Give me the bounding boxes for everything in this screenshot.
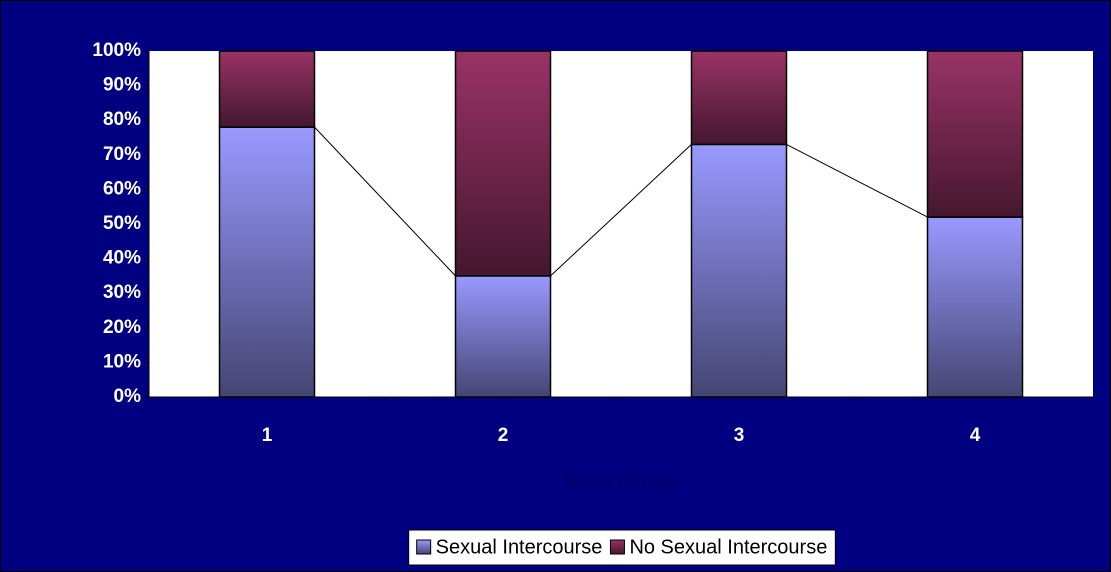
bar [218, 126, 316, 398]
legend-swatch [609, 539, 625, 555]
y-tick-label: 90% [103, 75, 141, 96]
y-tick-label: 0% [114, 386, 142, 407]
x-axis-title: Race Group [564, 471, 677, 493]
legend-box [408, 529, 836, 566]
bar [454, 275, 552, 398]
bar [690, 143, 788, 398]
series-line [314, 126, 456, 277]
y-tick-label: 50% [103, 213, 141, 234]
y-tick-label: 70% [103, 144, 141, 165]
y-tick-label: 100% [92, 40, 141, 61]
bar [218, 50, 316, 128]
x-tick-label: 2 [498, 425, 509, 446]
bar [926, 216, 1024, 398]
x-tick-label: 4 [970, 425, 981, 446]
y-tick-label: 20% [103, 317, 141, 338]
x-tick-label: 3 [734, 425, 745, 446]
legend-label: No Sexual Intercourse [629, 536, 827, 558]
series-line [786, 143, 928, 218]
bar [454, 50, 552, 277]
y-tick-label: 40% [103, 248, 141, 269]
x-tick-label: 1 [262, 425, 273, 446]
legend-label: Sexual Intercourse [436, 536, 603, 558]
legend: Sexual Intercourse No Sexual Intercourse [408, 529, 836, 566]
bar [690, 50, 788, 146]
y-tick-label: 10% [103, 351, 141, 372]
legend-swatch [416, 539, 432, 555]
bar [926, 50, 1024, 218]
y-tick-label: 60% [103, 178, 141, 199]
y-tick-label: 30% [103, 282, 141, 303]
y-tick-label: 80% [103, 109, 141, 130]
series-line [550, 144, 692, 277]
